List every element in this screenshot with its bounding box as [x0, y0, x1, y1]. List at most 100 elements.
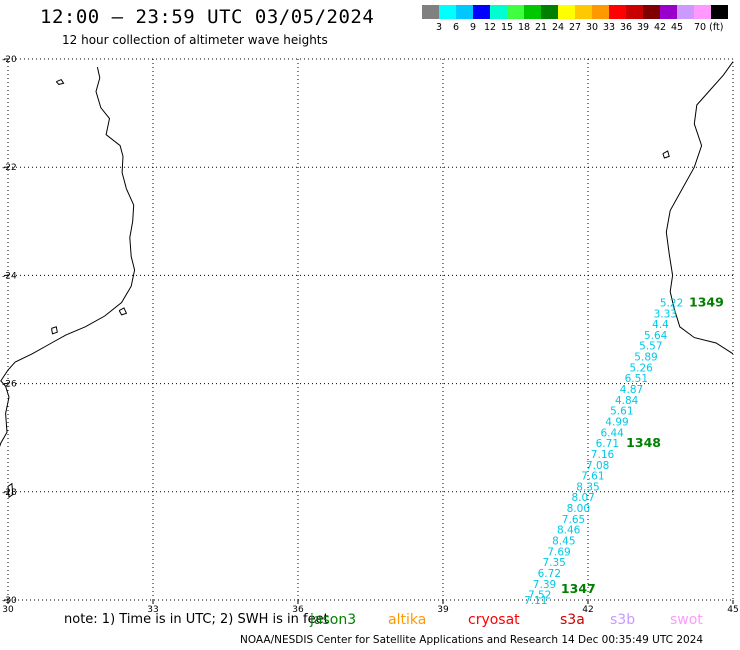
satellite-legend: jason3 altika cryosat s3a s3b swot	[310, 612, 730, 628]
wave-height-label: 7.35	[542, 557, 565, 569]
island	[55, 78, 65, 85]
wave-height-label: 8.07	[571, 492, 594, 504]
satellite-legend-s3b: s3b	[610, 612, 636, 628]
island	[7, 482, 14, 499]
colorbar: 3 6 9 12 15 18 21 24 27 30 33 36 39 42 45 70 (ft)	[422, 5, 728, 33]
x-tick-label: 42	[582, 605, 593, 615]
satellite-legend-altika: altika	[388, 612, 427, 628]
colorbar-swatch	[541, 5, 558, 19]
wave-height-label: 8.46	[557, 525, 581, 537]
wave-height-label: 3.33	[654, 308, 677, 320]
colorbar-label: 6	[453, 22, 459, 33]
wave-height-label: 6.44	[600, 427, 624, 439]
colorbar-swatch	[592, 5, 609, 19]
y-tick-label: -20	[2, 55, 17, 65]
pass-labels: 1349 1348 1347	[561, 294, 724, 596]
colorbar-label: 36	[620, 22, 632, 33]
pass-number-label: 1347	[561, 581, 596, 596]
colorbar-label: 24	[552, 22, 564, 33]
chart-subtitle: 12 hour collection of altimeter wave hei…	[62, 33, 328, 47]
wave-height-label: 7.61	[581, 471, 604, 483]
wave-height-label: 7.11	[524, 595, 547, 607]
colorbar-swatch	[422, 5, 439, 19]
x-tick-label: 30	[2, 605, 14, 615]
wave-height-label: 8.00	[567, 503, 590, 515]
coastline-layer	[0, 61, 734, 499]
colorbar-swatch	[507, 5, 524, 19]
chart-title: 12:00 – 23:59 UTC 03/05/2024	[40, 6, 375, 28]
wave-height-points: 5.223.334.45.645.575.895.266.514.874.845…	[524, 297, 683, 607]
colorbar-label: 3	[436, 22, 442, 33]
wave-height-label: 8.45	[552, 535, 575, 547]
wave-height-label: 7.65	[562, 514, 585, 526]
wave-height-label: 5.22	[660, 297, 683, 309]
colorbar-label: 27	[569, 22, 581, 33]
colorbar-label: 33	[603, 22, 615, 33]
wave-height-label: 4.84	[615, 395, 639, 407]
y-tick-label: -26	[2, 380, 17, 390]
colorbar-swatch	[473, 5, 490, 19]
colorbar-swatch	[490, 5, 507, 19]
y-tick-label: -24	[2, 271, 17, 281]
colorbar-label: 70 (ft)	[694, 22, 723, 33]
island	[662, 150, 670, 159]
x-tick-label: 45	[727, 605, 738, 615]
island	[51, 326, 58, 335]
y-tick-label: -30	[2, 596, 17, 606]
satellite-legend-swot: swot	[670, 612, 703, 628]
satellite-legend-s3a: s3a	[560, 612, 585, 628]
wave-height-label: 8.35	[576, 481, 599, 493]
colorbar-swatch	[711, 5, 728, 19]
colorbar-swatch	[558, 5, 575, 19]
x-tick-label: 39	[437, 605, 449, 615]
colorbar-swatch	[609, 5, 626, 19]
colorbar-swatch	[456, 5, 473, 19]
colorbar-swatch	[575, 5, 592, 19]
colorbar-label: 18	[518, 22, 530, 33]
colorbar-label: 39	[637, 22, 649, 33]
colorbar-swatch	[439, 5, 456, 19]
colorbar-swatch	[677, 5, 694, 19]
wave-height-label: 4.99	[605, 416, 628, 428]
island	[118, 307, 128, 316]
colorbar-label: 21	[535, 22, 547, 33]
wave-height-label: 5.57	[639, 341, 662, 353]
wave-height-label: 7.16	[591, 449, 615, 461]
colorbar-swatch	[660, 5, 677, 19]
pass-number-label: 1349	[689, 294, 724, 309]
satellite-legend-jason3: jason3	[310, 612, 357, 628]
map-border	[7, 58, 734, 601]
colorbar-swatch	[626, 5, 643, 19]
wave-height-label: 4.4	[652, 319, 669, 331]
satellite-legend-cryosat: cryosat	[468, 612, 520, 628]
colorbar-label: 30	[586, 22, 598, 33]
wave-height-label: 4.87	[620, 384, 643, 396]
wave-height-label: 6.71	[596, 438, 619, 450]
wave-height-label: 5.26	[629, 362, 653, 374]
wave-height-label: 7.52	[528, 590, 551, 602]
wave-height-label: 5.61	[610, 406, 633, 418]
coastline	[0, 66, 136, 448]
wave-height-label: 5.89	[634, 352, 657, 364]
y-tick-label: -28	[2, 488, 17, 498]
legend-note: note: 1) Time is in UTC; 2) SWH is in fe…	[64, 612, 329, 627]
wave-height-label: 7.08	[586, 460, 609, 472]
wave-height-label: 6.51	[625, 373, 648, 385]
coastline	[665, 61, 734, 355]
colorbar-swatch	[694, 5, 711, 19]
colorbar-label: 15	[501, 22, 513, 33]
wave-height-label: 6.72	[538, 568, 561, 580]
axis-ticks: 30 33 36 39 42 45 -20 -22 -24 -26 -28 -30	[2, 55, 739, 615]
wave-height-label: 7.39	[533, 579, 556, 591]
footer-credit: NOAA/NESDIS Center for Satellite Applica…	[240, 634, 704, 646]
map-frame	[7, 58, 734, 601]
x-tick-label: 33	[147, 605, 158, 615]
colorbar-label: 12	[484, 22, 496, 33]
wave-height-label: 7.69	[547, 546, 570, 558]
colorbar-label: 45	[671, 22, 683, 33]
y-tick-label: -22	[2, 163, 17, 173]
colorbar-swatch	[524, 5, 541, 19]
x-tick-label: 36	[292, 605, 304, 615]
map-grid	[8, 59, 733, 600]
